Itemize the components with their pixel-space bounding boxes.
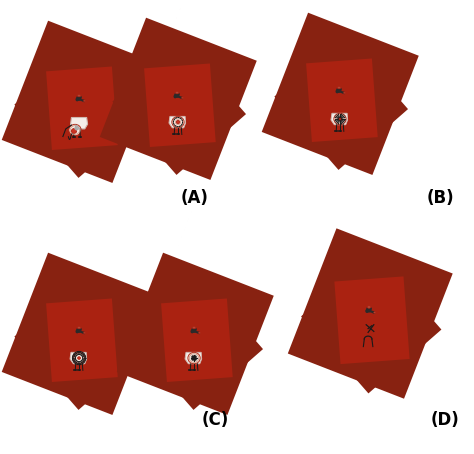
Polygon shape — [79, 333, 88, 344]
Ellipse shape — [72, 128, 77, 133]
Polygon shape — [76, 95, 85, 102]
Ellipse shape — [83, 100, 86, 102]
Polygon shape — [70, 352, 87, 364]
Ellipse shape — [189, 354, 199, 362]
Ellipse shape — [336, 89, 339, 94]
Polygon shape — [188, 333, 200, 347]
Ellipse shape — [182, 97, 183, 99]
Ellipse shape — [77, 94, 81, 97]
Circle shape — [193, 358, 194, 359]
Ellipse shape — [363, 312, 370, 317]
Polygon shape — [174, 92, 183, 99]
Ellipse shape — [171, 97, 178, 103]
Ellipse shape — [334, 114, 346, 125]
Polygon shape — [191, 327, 200, 334]
Ellipse shape — [172, 116, 184, 128]
Ellipse shape — [69, 124, 81, 136]
Ellipse shape — [188, 332, 195, 337]
Ellipse shape — [75, 330, 79, 333]
Polygon shape — [169, 116, 186, 128]
Polygon shape — [366, 306, 375, 314]
Ellipse shape — [335, 115, 345, 123]
Ellipse shape — [367, 306, 371, 308]
Polygon shape — [185, 352, 201, 364]
Polygon shape — [339, 93, 348, 104]
Ellipse shape — [188, 352, 200, 364]
Polygon shape — [172, 98, 183, 112]
Ellipse shape — [175, 91, 179, 94]
Ellipse shape — [192, 326, 196, 329]
Ellipse shape — [74, 354, 84, 362]
Polygon shape — [363, 312, 375, 328]
Polygon shape — [79, 101, 88, 112]
Ellipse shape — [337, 86, 341, 89]
Polygon shape — [336, 87, 345, 94]
Ellipse shape — [75, 98, 79, 101]
Text: (C): (C) — [201, 411, 228, 429]
Ellipse shape — [173, 118, 183, 126]
Polygon shape — [73, 101, 85, 115]
Polygon shape — [194, 333, 203, 344]
Polygon shape — [73, 333, 85, 347]
Ellipse shape — [73, 332, 80, 337]
Ellipse shape — [199, 332, 201, 334]
Circle shape — [339, 118, 341, 120]
Text: (A): (A) — [181, 189, 209, 207]
Ellipse shape — [333, 92, 340, 98]
Polygon shape — [333, 93, 345, 107]
Ellipse shape — [73, 352, 85, 364]
Polygon shape — [71, 118, 88, 129]
Text: (D): (D) — [430, 411, 459, 429]
Ellipse shape — [374, 311, 376, 313]
Text: (B): (B) — [426, 189, 454, 207]
Ellipse shape — [73, 100, 80, 105]
Ellipse shape — [365, 309, 369, 313]
Ellipse shape — [191, 330, 194, 333]
Ellipse shape — [344, 92, 346, 94]
Ellipse shape — [78, 357, 81, 360]
Polygon shape — [177, 98, 186, 109]
Ellipse shape — [83, 332, 86, 334]
Ellipse shape — [176, 120, 180, 124]
Ellipse shape — [77, 326, 81, 329]
Polygon shape — [331, 114, 347, 125]
Polygon shape — [76, 327, 85, 334]
Polygon shape — [369, 312, 378, 325]
Ellipse shape — [70, 126, 80, 134]
Ellipse shape — [173, 94, 177, 99]
